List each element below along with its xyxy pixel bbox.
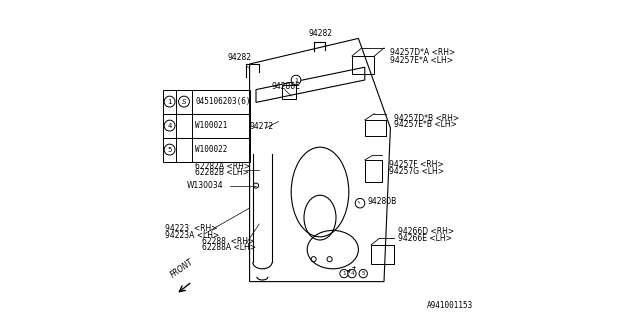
Text: 62288A <LH>: 62288A <LH> [202, 244, 255, 252]
Text: 94257F <RH>: 94257F <RH> [388, 160, 444, 169]
Text: 94257E*B <LH>: 94257E*B <LH> [394, 120, 456, 129]
Bar [371, 245, 394, 264]
Text: 5: 5 [362, 271, 365, 276]
Text: 94272: 94272 [250, 122, 274, 131]
Text: 94282: 94282 [227, 53, 251, 62]
Text: W130034: W130034 [187, 181, 224, 190]
Bar [352, 56, 374, 74]
Bar [163, 114, 250, 138]
Text: 1: 1 [342, 271, 346, 276]
Text: 94282: 94282 [309, 29, 333, 38]
Text: W100021: W100021 [195, 121, 228, 130]
Circle shape [359, 269, 367, 278]
Text: 94223  <RH>: 94223 <RH> [165, 224, 218, 233]
Text: 94257D*A <RH>: 94257D*A <RH> [390, 48, 456, 57]
Bar [163, 138, 250, 162]
Text: 62282B <LH>: 62282B <LH> [195, 168, 249, 177]
Text: 94257E*A <LH>: 94257E*A <LH> [390, 56, 453, 65]
Bar [365, 160, 383, 182]
Bar [365, 120, 385, 136]
Text: 4: 4 [350, 271, 354, 276]
Text: 94257D*B <RH>: 94257D*B <RH> [394, 114, 459, 123]
Circle shape [348, 269, 356, 278]
Bar [282, 85, 296, 99]
Text: 4: 4 [168, 123, 172, 129]
Text: 94280B: 94280B [368, 197, 397, 206]
Text: 94223A <LH>: 94223A <LH> [165, 231, 219, 240]
Text: 1: 1 [294, 77, 298, 83]
Circle shape [340, 269, 348, 278]
Bar [163, 90, 250, 114]
Text: 62288  <RH>: 62288 <RH> [202, 237, 254, 246]
Text: 94286E: 94286E [272, 82, 301, 91]
Text: 1: 1 [167, 99, 172, 105]
Text: 94266E <LH>: 94266E <LH> [398, 234, 452, 243]
Text: S: S [182, 99, 186, 105]
Text: 5: 5 [168, 147, 172, 153]
Text: 62282A <RH>: 62282A <RH> [195, 162, 250, 171]
Text: W100022: W100022 [195, 145, 228, 154]
Text: FRONT: FRONT [169, 258, 196, 280]
Text: 94257G <LH>: 94257G <LH> [388, 167, 444, 176]
Text: 045106203(6): 045106203(6) [195, 97, 251, 106]
Text: 94266D <RH>: 94266D <RH> [398, 228, 454, 236]
Circle shape [291, 75, 301, 85]
Text: A941001153: A941001153 [428, 301, 474, 310]
